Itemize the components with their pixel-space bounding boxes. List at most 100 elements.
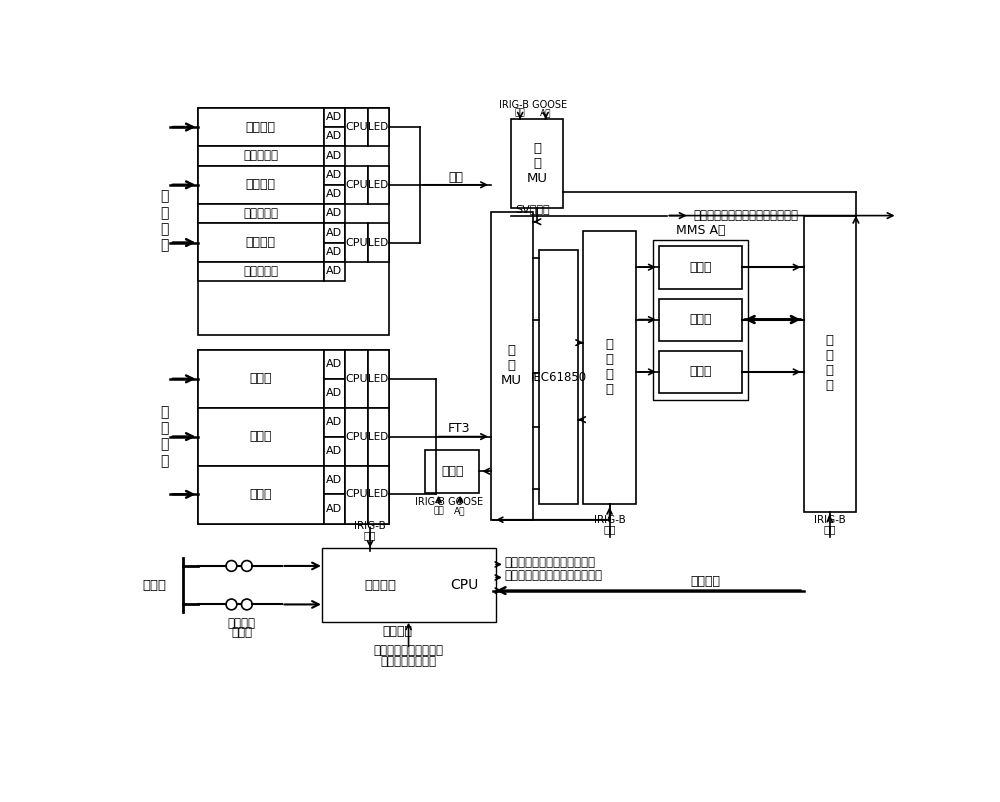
Bar: [368, 408, 389, 466]
Text: 罗氏线圈: 罗氏线圈: [246, 178, 276, 192]
Bar: [425, 451, 479, 492]
Text: 低功率线圈: 低功率线圈: [243, 265, 278, 277]
Text: AD: AD: [326, 446, 342, 456]
Bar: [324, 466, 345, 494]
Text: 合并器: 合并器: [441, 464, 464, 478]
Text: 一
次
电
压: 一 次 电 压: [160, 405, 169, 468]
Bar: [804, 216, 856, 512]
Text: 一
次
电
流: 一 次 电 流: [160, 190, 169, 253]
Text: 分压器: 分压器: [249, 488, 272, 500]
Text: 罗氏线圈: 罗氏线圈: [246, 120, 276, 134]
Bar: [324, 261, 345, 281]
Bar: [324, 127, 345, 146]
Bar: [198, 350, 389, 524]
Text: 线
路
保
护: 线 路 保 护: [606, 338, 614, 396]
Bar: [659, 299, 742, 341]
Text: AD: AD: [326, 189, 342, 199]
Bar: [198, 165, 324, 204]
Text: CPU: CPU: [345, 489, 368, 500]
Text: AD: AD: [326, 388, 342, 399]
Text: IRIG-B GOOSE: IRIG-B GOOSE: [499, 99, 567, 110]
Bar: [324, 550, 437, 620]
Text: 对时: 对时: [364, 530, 376, 540]
Bar: [539, 250, 578, 504]
Text: 对时: 对时: [603, 524, 616, 534]
Text: 至录波器、网络分析仪、电能表等: 至录波器、网络分析仪、电能表等: [693, 209, 798, 222]
Text: 母
线
保
护: 母 线 保 护: [826, 334, 834, 392]
Text: 交换机: 交换机: [689, 261, 712, 273]
Text: AD: AD: [326, 132, 342, 141]
Bar: [511, 119, 563, 208]
Bar: [368, 466, 389, 524]
Text: 操作回路: 操作回路: [364, 579, 396, 592]
Text: AD: AD: [326, 417, 342, 427]
Text: AD: AD: [326, 170, 342, 180]
Bar: [345, 223, 368, 261]
Text: 母
线
MU: 母 线 MU: [527, 142, 548, 184]
Bar: [324, 350, 345, 379]
Text: CPU: CPU: [345, 431, 368, 442]
Bar: [491, 212, 533, 520]
Text: LED: LED: [368, 374, 389, 384]
Bar: [324, 146, 345, 165]
Bar: [198, 466, 324, 524]
Text: 断路器: 断路器: [142, 579, 166, 592]
Bar: [653, 241, 748, 399]
Text: CPU: CPU: [345, 180, 368, 190]
Text: 交换机: 交换机: [689, 366, 712, 379]
Text: AD: AD: [326, 209, 342, 218]
Text: 闸刀位置、开关位置、: 闸刀位置、开关位置、: [374, 644, 444, 657]
Bar: [324, 408, 345, 436]
Bar: [322, 549, 496, 622]
Bar: [198, 204, 324, 223]
Text: 交换机: 交换机: [689, 313, 712, 326]
Text: 分压器: 分压器: [249, 430, 272, 443]
Text: IRIG-B GOOSE: IRIG-B GOOSE: [415, 497, 483, 507]
Bar: [198, 107, 324, 146]
Text: 线
路
MU: 线 路 MU: [501, 344, 522, 387]
Bar: [437, 550, 493, 620]
Text: AD: AD: [326, 228, 342, 237]
Bar: [198, 408, 324, 466]
Text: AD: AD: [326, 359, 342, 369]
Text: 对时: 对时: [823, 524, 836, 534]
Text: IEC61850: IEC61850: [531, 371, 587, 384]
Text: IRIG-B: IRIG-B: [594, 515, 625, 525]
Bar: [583, 231, 636, 504]
Text: LED: LED: [368, 180, 389, 190]
Bar: [198, 146, 324, 165]
Bar: [324, 184, 345, 204]
Bar: [659, 351, 742, 394]
Text: CPU: CPU: [345, 237, 368, 248]
Text: 合闸压板: 合闸压板: [227, 618, 255, 630]
Text: 分压器: 分压器: [249, 372, 272, 385]
Text: SV点对点: SV点对点: [515, 205, 549, 214]
Text: A网: A网: [540, 108, 551, 117]
Text: 低功率线圈: 低功率线圈: [243, 149, 278, 162]
Text: AD: AD: [326, 247, 342, 257]
Bar: [324, 223, 345, 242]
Bar: [324, 494, 345, 524]
Text: LED: LED: [368, 122, 389, 132]
Text: CPU: CPU: [345, 374, 368, 384]
Bar: [368, 223, 389, 261]
Bar: [345, 350, 368, 408]
Text: 对时: 对时: [515, 108, 526, 117]
Text: 线路保护跳闸，返回开关等位置: 线路保护跳闸，返回开关等位置: [505, 569, 603, 581]
Text: AD: AD: [326, 504, 342, 514]
Bar: [345, 165, 368, 204]
Bar: [324, 242, 345, 261]
Text: CPU: CPU: [345, 122, 368, 132]
Text: 开关场: 开关场: [231, 626, 252, 639]
Bar: [324, 436, 345, 466]
Text: LED: LED: [368, 431, 389, 442]
Text: LED: LED: [368, 237, 389, 248]
Text: AD: AD: [326, 266, 342, 276]
Bar: [198, 107, 389, 335]
Text: 压力低等信号开入: 压力低等信号开入: [381, 655, 437, 668]
Bar: [324, 204, 345, 223]
Text: AD: AD: [326, 151, 342, 160]
Text: FT3: FT3: [448, 423, 471, 435]
Text: IRIG-B: IRIG-B: [814, 515, 846, 525]
Text: 对时: 对时: [433, 507, 444, 516]
